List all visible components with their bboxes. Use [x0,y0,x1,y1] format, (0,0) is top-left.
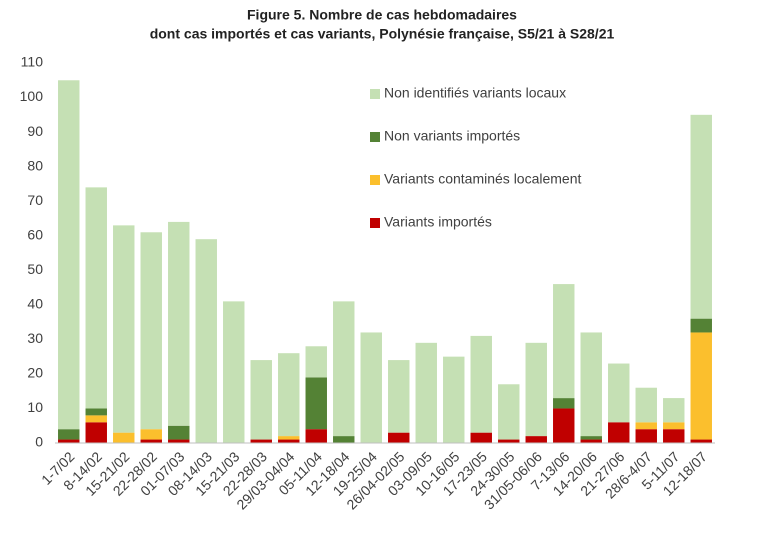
legend-swatch [370,89,380,99]
legend-swatch [370,132,380,142]
bar-segment [85,415,107,423]
bar-segment [305,429,327,443]
legend-swatch [370,175,380,185]
bar-segment [553,284,575,399]
y-tick-label: 100 [20,88,44,104]
bar-segment [85,408,107,416]
bar-segment [415,342,437,443]
y-tick-label: 30 [27,330,43,346]
bar-segment [85,187,107,409]
bar-segment [58,439,80,443]
legend-label: Variants contaminés localement [384,171,582,187]
legend-label: Non variants importés [384,128,520,144]
bar-segment [553,408,575,443]
bar-segment [663,422,685,430]
bar-segment [333,301,355,437]
y-tick-label: 40 [27,296,43,312]
bar-segment [608,422,630,443]
bar-segment [140,439,162,443]
bar-segment [635,429,657,443]
y-tick-label: 0 [35,434,43,450]
legend-swatch [370,218,380,228]
y-tick-label: 80 [27,157,43,173]
bar-segment [278,436,300,440]
bar-segment [690,332,712,440]
bar-segment [580,332,602,437]
y-tick-label: 50 [27,261,43,277]
bar-segment [58,80,80,430]
bar-segment [113,432,135,443]
bar-segment [663,398,685,423]
bar-segment [360,332,382,443]
bar-segment [690,439,712,443]
bar-segment [388,432,410,443]
bar-segment [388,360,410,433]
bar-segment [333,436,355,443]
bar-segment [690,318,712,333]
bar-segment [498,439,520,443]
bar-segment [580,439,602,443]
y-tick-label: 90 [27,123,43,139]
bar-segment [663,429,685,443]
bar-segment [305,377,327,430]
bar-segment [690,114,712,319]
bar-segment [168,439,190,443]
bar-segment [278,439,300,443]
bar-segment [525,342,547,437]
bar-segment [553,398,575,409]
bar-segment [168,425,190,440]
bar-segment [443,356,465,443]
legend-label: Non identifiés variants locaux [384,85,566,101]
bar-segment [635,422,657,430]
y-tick-label: 70 [27,192,43,208]
bar-segment [470,335,492,433]
bar-segment [168,221,190,426]
y-tick-label: 10 [27,399,43,415]
bar-segment [113,225,135,433]
y-tick-label: 60 [27,226,43,242]
bar-segment [140,232,162,430]
bar-segment [608,363,630,423]
bar-segment [85,422,107,443]
y-tick-label: 20 [27,365,43,381]
bar-segment [635,387,657,423]
bar-segment [58,429,80,440]
chart-title: Figure 5. Nombre de cas hebdomadaires [247,7,517,23]
bar-segment [525,436,547,443]
legend-label: Variants importés [384,214,492,230]
bar-segment [278,353,300,437]
bar-segment [250,439,272,443]
bar-segment [305,346,327,378]
bar-segment [498,384,520,440]
bar-segment [223,301,245,443]
bar-segment [195,239,217,443]
bar-segment [140,429,162,440]
bar-segment [470,432,492,443]
bar-segment [250,360,272,440]
y-tick-label: 110 [21,54,44,70]
chart-subtitle: dont cas importés et cas variants, Polyn… [150,26,615,42]
bar-segment [580,436,602,440]
